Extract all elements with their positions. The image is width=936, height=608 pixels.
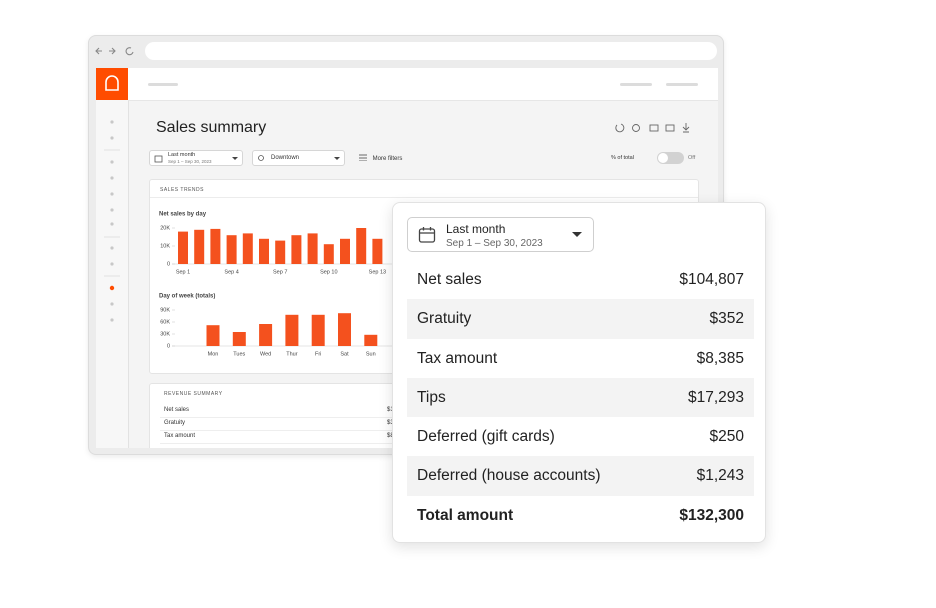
location-filter[interactable]: Downtown	[252, 150, 345, 166]
calendar-icon	[418, 227, 436, 243]
sidebar-icons	[104, 120, 120, 322]
card-heading: SALES TRENDS	[160, 187, 204, 193]
toggle-state: Off	[688, 155, 696, 161]
row-label: Deferred (gift cards)	[417, 428, 555, 446]
revenue-row: Net sales$104,807	[160, 404, 416, 418]
address-bar[interactable]	[145, 42, 717, 60]
row-label: Deferred (house accounts)	[417, 467, 601, 485]
toolbar-icons[interactable]	[614, 122, 698, 134]
more-filters-label: More filters	[372, 156, 403, 162]
summary-total-row: Total amount $132,300	[407, 496, 754, 535]
card-heading: REVENUE SUMMARY	[164, 391, 223, 397]
row-label: Net sales	[164, 407, 190, 413]
date-range: Sep 1 – Sep 30, 2023	[168, 159, 212, 164]
summary-table: Net sales $104,807 Gratuity $352 Tax amount $…	[407, 260, 754, 535]
row-label: Tips	[417, 388, 446, 406]
toggle[interactable]	[657, 152, 684, 164]
placeholder	[148, 83, 178, 86]
more-filters[interactable]: More filters	[359, 154, 402, 162]
summary-row: Tips $17,293	[407, 377, 754, 418]
row-value: $250	[709, 428, 744, 446]
summary-row: Gratuity $352	[407, 299, 754, 339]
row-label: Tax amount	[164, 433, 196, 439]
summary-row: Net sales $104,807	[407, 260, 754, 299]
logo[interactable]	[96, 68, 128, 100]
summary-row: Deferred (house accounts) $1,243	[407, 456, 754, 496]
date-dropdown[interactable]: Last month Sep 1 – Sep 30, 2023	[407, 217, 594, 252]
row-value: $104,807	[679, 271, 744, 288]
row-label: Net sales	[417, 271, 482, 288]
placeholder	[620, 83, 652, 86]
top-bar	[128, 68, 718, 101]
summary-card: Last month Sep 1 – Sep 30, 2023 Net sale…	[392, 202, 766, 543]
page-title: Sales summary	[156, 119, 267, 136]
date-range: Sep 1 – Sep 30, 2023	[446, 238, 543, 249]
row-label: Tax amount	[417, 349, 498, 367]
row-label: Gratuity	[164, 420, 186, 426]
revenue-row: Gratuity$352	[160, 417, 416, 431]
nav-icons	[95, 47, 134, 56]
location: Downtown	[271, 155, 300, 161]
date-label: Last month	[168, 152, 196, 158]
revenue-row: Tax amount$8,385	[160, 430, 416, 444]
total-label: Total amount	[417, 506, 514, 524]
date-label: Last month	[446, 222, 506, 236]
divider	[150, 197, 698, 198]
sidebar	[96, 100, 129, 448]
percent-toggle-label: % of total	[611, 155, 634, 161]
row-label: Gratuity	[417, 310, 472, 328]
summary-row: Deferred (gift cards) $250	[407, 417, 754, 456]
toggle-knob	[658, 153, 668, 163]
placeholder	[666, 83, 698, 86]
row-value: $8,385	[696, 349, 744, 367]
date-filter[interactable]: Last month Sep 1 – Sep 30, 2023	[149, 150, 243, 166]
total-value: $132,300	[679, 506, 744, 524]
caret	[572, 232, 582, 237]
row-value: $17,293	[687, 388, 744, 406]
row-value: $1,243	[696, 467, 744, 485]
summary-row: Tax amount $8,385	[407, 339, 754, 378]
row-value: $352	[709, 310, 744, 328]
